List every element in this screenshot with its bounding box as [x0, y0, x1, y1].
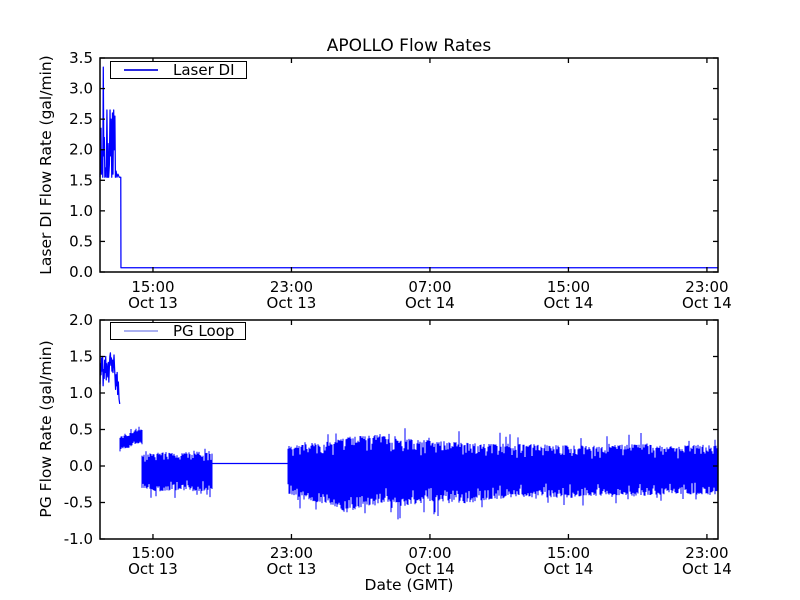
svg-text:15:00: 15:00 — [547, 278, 590, 296]
svg-text:0.5: 0.5 — [69, 232, 93, 250]
svg-text:Oct 14: Oct 14 — [682, 294, 732, 312]
svg-text:0.0: 0.0 — [69, 263, 93, 281]
legend-line-swatch-pg-loop — [124, 330, 158, 332]
legend-line-swatch-laser-di — [124, 69, 158, 71]
svg-text:Oct 13: Oct 13 — [128, 294, 178, 312]
legend-laser-di: Laser DI — [110, 61, 247, 79]
svg-text:2.5: 2.5 — [69, 110, 93, 128]
svg-text:15:00: 15:00 — [547, 544, 590, 562]
top-y-axis-label: Laser DI Flow Rate (gal/min) — [37, 55, 55, 275]
svg-text:23:00: 23:00 — [685, 278, 728, 296]
x-axis-label: Date (GMT) — [364, 576, 454, 594]
svg-text:07:00: 07:00 — [408, 544, 451, 562]
svg-text:1.5: 1.5 — [69, 348, 93, 366]
legend-label-laser-di: Laser DI — [173, 61, 235, 79]
svg-text:Oct 14: Oct 14 — [405, 294, 455, 312]
svg-text:2.0: 2.0 — [69, 311, 93, 329]
svg-text:2.0: 2.0 — [69, 141, 93, 159]
svg-text:1.0: 1.0 — [69, 202, 93, 220]
svg-text:07:00: 07:00 — [408, 278, 451, 296]
svg-text:15:00: 15:00 — [131, 278, 174, 296]
svg-text:3.5: 3.5 — [69, 49, 93, 67]
chart-title: APOLLO Flow Rates — [326, 36, 492, 56]
svg-text:3.0: 3.0 — [69, 80, 93, 98]
legend-label-pg-loop: PG Loop — [173, 322, 235, 340]
legend-pg-loop: PG Loop — [110, 322, 247, 340]
svg-text:15:00: 15:00 — [131, 544, 174, 562]
svg-text:1.0: 1.0 — [69, 384, 93, 402]
svg-text:0.5: 0.5 — [69, 421, 93, 439]
svg-text:-1.0: -1.0 — [64, 530, 93, 548]
svg-text:Oct 14: Oct 14 — [544, 560, 594, 578]
svg-text:Oct 14: Oct 14 — [544, 294, 594, 312]
svg-text:0.0: 0.0 — [69, 457, 93, 475]
svg-text:Oct 14: Oct 14 — [682, 560, 732, 578]
svg-text:Oct 13: Oct 13 — [128, 560, 178, 578]
svg-text:1.5: 1.5 — [69, 171, 93, 189]
svg-text:23:00: 23:00 — [270, 544, 313, 562]
svg-text:Oct 13: Oct 13 — [267, 294, 317, 312]
svg-text:23:00: 23:00 — [270, 278, 313, 296]
bottom-y-axis-label: PG Flow Rate (gal/min) — [37, 340, 55, 518]
svg-text:Oct 14: Oct 14 — [405, 560, 455, 578]
svg-text:23:00: 23:00 — [685, 544, 728, 562]
svg-text:-0.5: -0.5 — [64, 494, 93, 512]
svg-text:Oct 13: Oct 13 — [267, 560, 317, 578]
